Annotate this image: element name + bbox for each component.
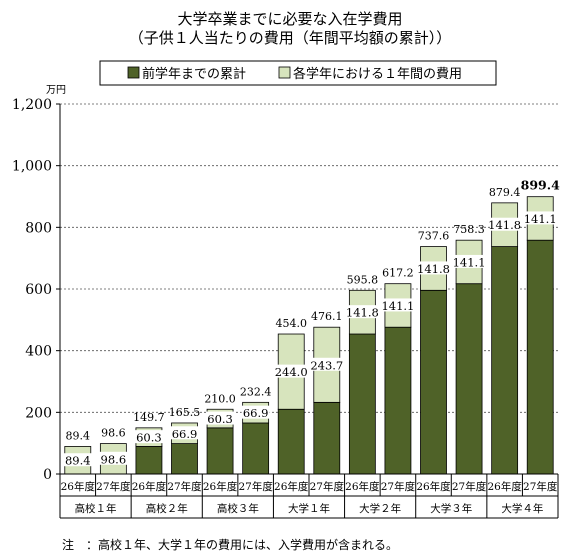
bar-segment-cumulative [135, 446, 163, 475]
segment-label-background [383, 298, 412, 312]
x-category-label: 26年度 [274, 480, 309, 493]
segment-label: 98.6 [101, 452, 127, 466]
segment-label-background [63, 453, 92, 467]
x-group-label: 大学１年 [288, 502, 330, 515]
segment-label: 60.3 [207, 412, 233, 426]
y-tick-label: 400 [25, 344, 52, 360]
x-category-label: 26年度 [132, 480, 167, 493]
x-category-label: 26年度 [203, 480, 238, 493]
bar-total-label: 899.4 [521, 178, 560, 193]
bar-total-label: 758.3 [453, 223, 485, 236]
y-tick-label: 1,200 [12, 97, 52, 113]
x-category-label: 27年度 [167, 480, 202, 493]
segment-label: 141.1 [524, 212, 557, 226]
legend-label-annual: 各学年における１年間の費用 [293, 66, 462, 82]
x-category-label: 26年度 [487, 480, 522, 493]
x-group-label: 高校１年 [75, 502, 117, 515]
bar-segment-cumulative [171, 443, 198, 475]
x-group-label: 大学３年 [430, 502, 472, 515]
gridlines [60, 103, 558, 413]
y-tick-label: 1,000 [12, 159, 52, 175]
y-axis-unit: 万円 [46, 85, 66, 96]
x-category-label: 27年度 [523, 480, 558, 493]
bar-segment-cumulative [384, 326, 412, 475]
y-tick-label: 200 [25, 405, 52, 421]
x-category-label: 27年度 [310, 480, 345, 493]
y-tick-label: 0 [43, 467, 52, 483]
bar-segment-cumulative [313, 401, 341, 475]
bar-total-label: 232.4 [240, 385, 272, 398]
x-category-label: 27年度 [452, 480, 487, 493]
x-category-label: 26年度 [61, 480, 96, 493]
segment-label-background [348, 305, 377, 319]
bar-segment-cumulative [455, 283, 483, 475]
x-group-label: 大学２年 [359, 502, 401, 515]
bar-segment-cumulative [277, 408, 305, 475]
bar-segment-cumulative [348, 333, 376, 475]
segment-label-background [99, 451, 128, 465]
segment-label: 60.3 [136, 431, 162, 445]
x-axis-categories: 26年度 27年度 26年度 27年度 26年度 27年度 26年度 27年度 26年度 27年度… [59, 474, 559, 519]
bars: 89.4 89.4 98.6 98.6 60.3 149.7 66.9 165.5 60.3 21… [63, 178, 560, 475]
footnote: 注 ：高校１年、大学１年の費用には、入学費用が含まれる。 [62, 537, 398, 552]
y-tick-label: 800 [25, 220, 52, 236]
bar-total-label: 454.0 [275, 317, 307, 330]
bar-total-label: 595.8 [347, 273, 379, 286]
segment-label-background [241, 405, 270, 419]
legend-swatch-annual [278, 66, 291, 79]
bar-total-label: 617.2 [382, 267, 414, 280]
segment-label-background [455, 254, 484, 268]
segment-label-background [419, 261, 448, 275]
x-group-label: 高校３年 [217, 502, 259, 515]
segment-label-background [134, 430, 163, 444]
segment-label: 141.1 [453, 255, 486, 269]
segment-label-background [277, 364, 306, 378]
segment-label-background [312, 357, 341, 371]
chart-title: 大学卒業までに必要な入在学費用 [177, 10, 402, 28]
bar-segment-cumulative [526, 239, 554, 475]
segment-label: 141.8 [417, 262, 450, 276]
bar-total-label: 879.4 [489, 186, 521, 199]
x-category-label: 26年度 [345, 480, 380, 493]
bar-total-label: 165.5 [169, 406, 201, 419]
legend: 前学年までの累計 各学年における１年間の費用 [99, 60, 497, 86]
segment-label: 89.4 [65, 454, 91, 468]
segment-label-background [170, 426, 199, 440]
bar-segment-cumulative [206, 427, 234, 475]
segment-label: 66.9 [243, 406, 269, 420]
x-category-label: 27年度 [381, 480, 416, 493]
bar-total-label: 149.7 [133, 411, 165, 424]
legend-frame [99, 60, 497, 86]
bar-total-label: 89.4 [66, 429, 91, 442]
x-category-label: 27年度 [96, 480, 131, 493]
y-tick-label: 600 [25, 282, 52, 298]
bar-segment-cumulative [420, 289, 447, 475]
x-category-label: 26年度 [416, 480, 451, 493]
x-group-label: 大学４年 [501, 502, 543, 515]
segment-label: 244.0 [275, 365, 308, 379]
segment-label-background [490, 217, 519, 231]
bar-total-label: 737.6 [418, 230, 450, 243]
x-group-label: 高校２年 [146, 502, 188, 515]
legend-swatch-cumulative [127, 66, 140, 79]
bar-total-label: 210.0 [204, 392, 236, 405]
segment-label: 243.7 [310, 358, 343, 372]
segment-label-background [526, 211, 555, 225]
bar-total-label: 98.6 [101, 427, 126, 440]
chart-subtitle: （子供１人当たりの費用（年間平均額の累計）） [129, 29, 452, 47]
segment-label: 66.9 [172, 427, 198, 441]
bar-total-label: 476.1 [311, 310, 343, 323]
segment-label: 141.8 [346, 306, 379, 320]
bar-segment-cumulative [242, 422, 270, 475]
bar-segment-cumulative [491, 246, 519, 475]
segment-label-background [206, 411, 235, 425]
x-category-label: 27年度 [238, 480, 273, 493]
y-axis-ticks: 0 200 400 600 800 1,000 1,200 [12, 97, 60, 483]
legend-label-cumulative: 前学年までの累計 [142, 66, 246, 82]
segment-label: 141.1 [381, 299, 414, 313]
segment-label: 141.8 [488, 218, 521, 232]
